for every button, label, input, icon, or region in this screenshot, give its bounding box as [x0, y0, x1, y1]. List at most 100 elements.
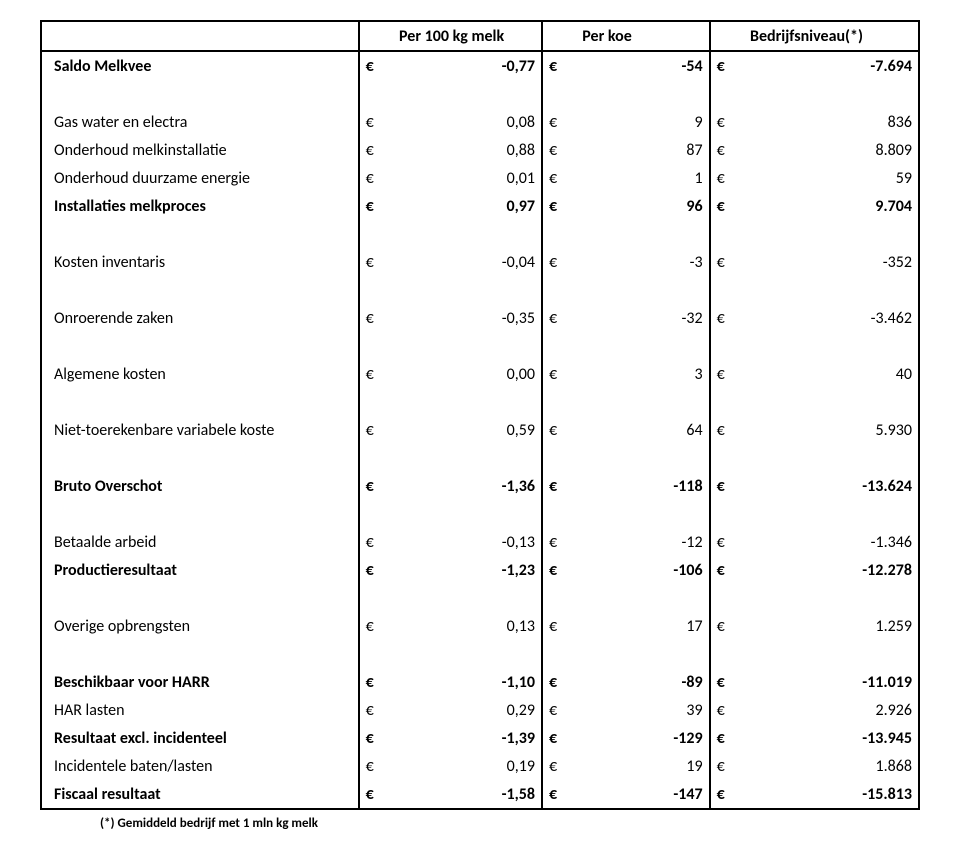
row-val3: -13.624 [744, 472, 919, 500]
row-cur3: € [710, 304, 744, 332]
row-label: Saldo Melkvee [41, 51, 359, 80]
row-val3: -1.346 [744, 528, 919, 556]
header-col3: Bedrijfsniveau(*) [744, 21, 919, 51]
row-val3: -15.813 [744, 780, 919, 809]
table-row: Productieresultaat€-1,23€-106€-12.278 [41, 556, 919, 584]
row-cur2: € [542, 164, 576, 192]
row-val3: 8.809 [744, 136, 919, 164]
footnote: (*) Gemiddeld bedrijf met 1 mln kg melk [40, 810, 920, 831]
row-val3: -13.945 [744, 724, 919, 752]
row-cur3: € [710, 668, 744, 696]
row-val1: 0,88 [393, 136, 542, 164]
row-val1: -1,36 [393, 472, 542, 500]
row-val3: -7.694 [744, 51, 919, 80]
row-val3: 5.930 [744, 416, 919, 444]
header-empty [41, 21, 359, 51]
row-cur1: € [359, 724, 393, 752]
row-cur1: € [359, 780, 393, 809]
row-cur1: € [359, 360, 393, 388]
row-cur1: € [359, 556, 393, 584]
row-label: Onderhoud duurzame energie [41, 164, 359, 192]
row-cur1: € [359, 668, 393, 696]
table-row: Niet-toerekenbare variabele koste€0,59€6… [41, 416, 919, 444]
row-val1: -0,77 [393, 51, 542, 80]
row-label: Gas water en electra [41, 108, 359, 136]
row-label: Onroerende zaken [41, 304, 359, 332]
row-cur3: € [710, 696, 744, 724]
row-cur3: € [710, 612, 744, 640]
row-label: Kosten inventaris [41, 248, 359, 276]
row-cur1: € [359, 416, 393, 444]
table-header-row: Per 100 kg melk Per koe Bedrijfsniveau(*) [41, 21, 919, 51]
row-label: Bruto Overschot [41, 472, 359, 500]
row-val2: 39 [576, 696, 709, 724]
row-val1: 0,08 [393, 108, 542, 136]
row-val2: -3 [576, 248, 709, 276]
row-val1: -0,35 [393, 304, 542, 332]
row-cur1: € [359, 164, 393, 192]
row-val1: 0,59 [393, 416, 542, 444]
row-cur3: € [710, 136, 744, 164]
row-cur2: € [542, 472, 576, 500]
row-val2: -129 [576, 724, 709, 752]
table-row: Bruto Overschot€-1,36€-118€-13.624 [41, 472, 919, 500]
row-cur2: € [542, 192, 576, 220]
row-val2: 3 [576, 360, 709, 388]
row-cur2: € [542, 51, 576, 80]
row-val3: -11.019 [744, 668, 919, 696]
row-val2: -147 [576, 780, 709, 809]
row-cur3: € [710, 556, 744, 584]
row-cur3: € [710, 416, 744, 444]
row-val1: -0,04 [393, 248, 542, 276]
header-col2-cur [542, 21, 576, 51]
row-val2: -89 [576, 668, 709, 696]
header-col1: Per 100 kg melk [393, 21, 542, 51]
row-cur3: € [710, 108, 744, 136]
row-label: Incidentele baten/lasten [41, 752, 359, 780]
row-val1: -0,13 [393, 528, 542, 556]
row-val2: 1 [576, 164, 709, 192]
row-label: HAR lasten [41, 696, 359, 724]
row-cur3: € [710, 192, 744, 220]
row-val1: 0,13 [393, 612, 542, 640]
row-val2: 19 [576, 752, 709, 780]
row-label: Niet-toerekenbare variabele koste [41, 416, 359, 444]
row-cur1: € [359, 108, 393, 136]
row-val2: 9 [576, 108, 709, 136]
row-val3: 9.704 [744, 192, 919, 220]
table-row: Incidentele baten/lasten€0,19€19€1.868 [41, 752, 919, 780]
row-cur3: € [710, 780, 744, 809]
row-cur3: € [710, 528, 744, 556]
row-val2: 64 [576, 416, 709, 444]
row-cur2: € [542, 304, 576, 332]
table-row: Algemene kosten€0,00€3€40 [41, 360, 919, 388]
table-row: Beschikbaar voor HARR€-1,10€-89€-11.019 [41, 668, 919, 696]
row-cur1: € [359, 528, 393, 556]
financial-table: Per 100 kg melk Per koe Bedrijfsniveau(*) S… [40, 20, 920, 810]
row-label: Productieresultaat [41, 556, 359, 584]
spacer-row [41, 276, 919, 304]
row-cur2: € [542, 668, 576, 696]
row-val1: 0,97 [393, 192, 542, 220]
table-row: HAR lasten€0,29€39€2.926 [41, 696, 919, 724]
row-cur1: € [359, 248, 393, 276]
row-val1: -1,10 [393, 668, 542, 696]
row-cur1: € [359, 696, 393, 724]
row-val2: -54 [576, 51, 709, 80]
row-cur2: € [542, 416, 576, 444]
row-val3: -3.462 [744, 304, 919, 332]
row-val1: 0,19 [393, 752, 542, 780]
row-val1: -1,23 [393, 556, 542, 584]
header-col2: Per koe [576, 21, 709, 51]
table-row: Fiscaal resultaat€-1,58€-147€-15.813 [41, 780, 919, 809]
row-val2: -12 [576, 528, 709, 556]
table-row: Onderhoud melkinstallatie€0,88€87€8.809 [41, 136, 919, 164]
row-cur1: € [359, 136, 393, 164]
row-val2: -32 [576, 304, 709, 332]
row-cur1: € [359, 192, 393, 220]
row-cur2: € [542, 752, 576, 780]
row-label: Betaalde arbeid [41, 528, 359, 556]
row-cur1: € [359, 612, 393, 640]
row-cur1: € [359, 752, 393, 780]
row-cur1: € [359, 304, 393, 332]
